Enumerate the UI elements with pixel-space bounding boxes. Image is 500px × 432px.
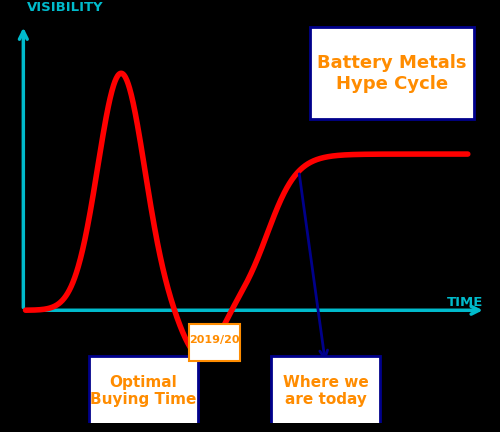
Text: Battery Metals
Hype Cycle: Battery Metals Hype Cycle xyxy=(318,54,467,93)
Text: Optimal
Buying Time: Optimal Buying Time xyxy=(90,375,196,407)
Text: TIME: TIME xyxy=(447,295,484,309)
FancyBboxPatch shape xyxy=(271,356,380,426)
Text: VISIBILITY: VISIBILITY xyxy=(27,1,104,14)
Text: Where we
are today: Where we are today xyxy=(282,375,368,407)
FancyBboxPatch shape xyxy=(189,324,240,362)
FancyBboxPatch shape xyxy=(310,28,474,119)
FancyBboxPatch shape xyxy=(88,356,198,426)
Text: 2019/20: 2019/20 xyxy=(189,335,240,345)
